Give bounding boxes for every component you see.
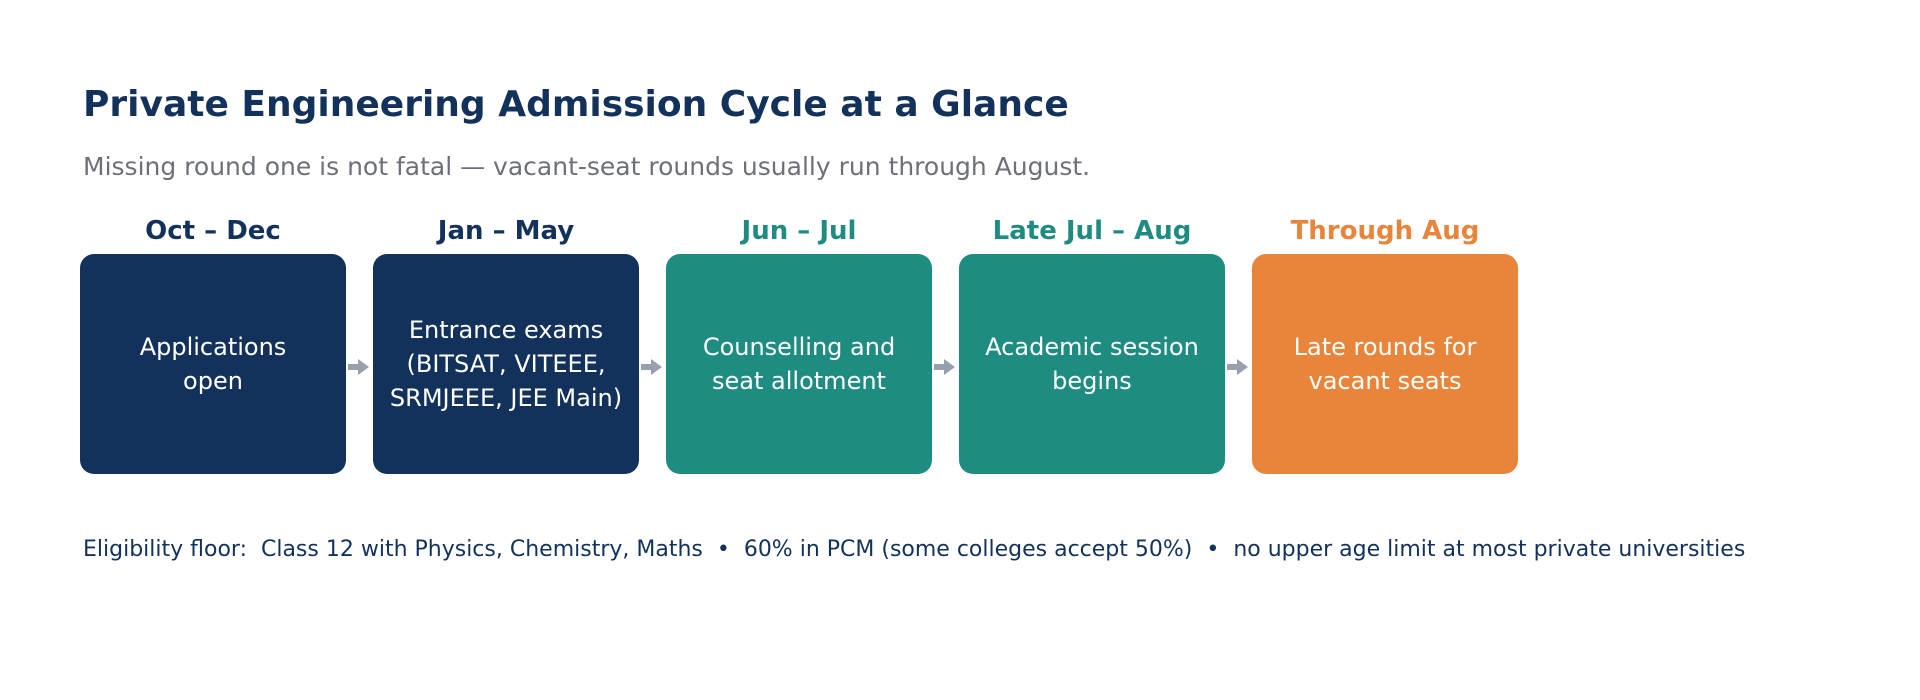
stage-counselling: Jun – Jul Counselling and seat allotment	[666, 212, 932, 474]
arrow-right-icon	[348, 359, 369, 375]
stage-period: Through Aug	[1290, 216, 1480, 246]
stage-label: Applications open	[139, 333, 287, 395]
stage-period: Oct – Dec	[145, 216, 281, 246]
stage-academic-session: Late Jul – Aug Academic session begins	[959, 212, 1225, 474]
arrow-right-icon	[1227, 359, 1248, 375]
stage-label: Late rounds for vacant seats	[1293, 333, 1477, 395]
stage-label: Counselling and seat allotment	[702, 333, 896, 395]
stage-label: Entrance exams (BITSAT, VITEEE, SRMJEEE,…	[389, 316, 623, 412]
stage-box: Counselling and seat allotment	[666, 254, 932, 474]
stage-box: Late rounds for vacant seats	[1252, 254, 1518, 474]
stage-entrance-exams: Jan – May Entrance exams (BITSAT, VITEEE…	[373, 212, 639, 474]
stage-period: Jun – Jul	[741, 216, 857, 246]
stage-period: Jan – May	[437, 216, 575, 246]
arrow-right-icon	[934, 359, 955, 375]
arrow-right-icon	[641, 359, 662, 375]
stage-label: Academic session begins	[985, 333, 1199, 395]
eligibility-footer: Eligibility floor: Class 12 with Physics…	[83, 537, 1746, 562]
stage-applications: Oct – Dec Applications open	[80, 212, 346, 474]
stage-box: Academic session begins	[959, 254, 1225, 474]
stage-box: Applications open	[80, 254, 346, 474]
page-title: Private Engineering Admission Cycle at a…	[83, 84, 1069, 125]
page-subtitle: Missing round one is not fatal — vacant-…	[83, 152, 1091, 181]
stage-box: Entrance exams (BITSAT, VITEEE, SRMJEEE,…	[373, 254, 639, 474]
stage-late-rounds: Through Aug Late rounds for vacant seats	[1252, 212, 1518, 474]
stage-period: Late Jul – Aug	[992, 216, 1192, 246]
